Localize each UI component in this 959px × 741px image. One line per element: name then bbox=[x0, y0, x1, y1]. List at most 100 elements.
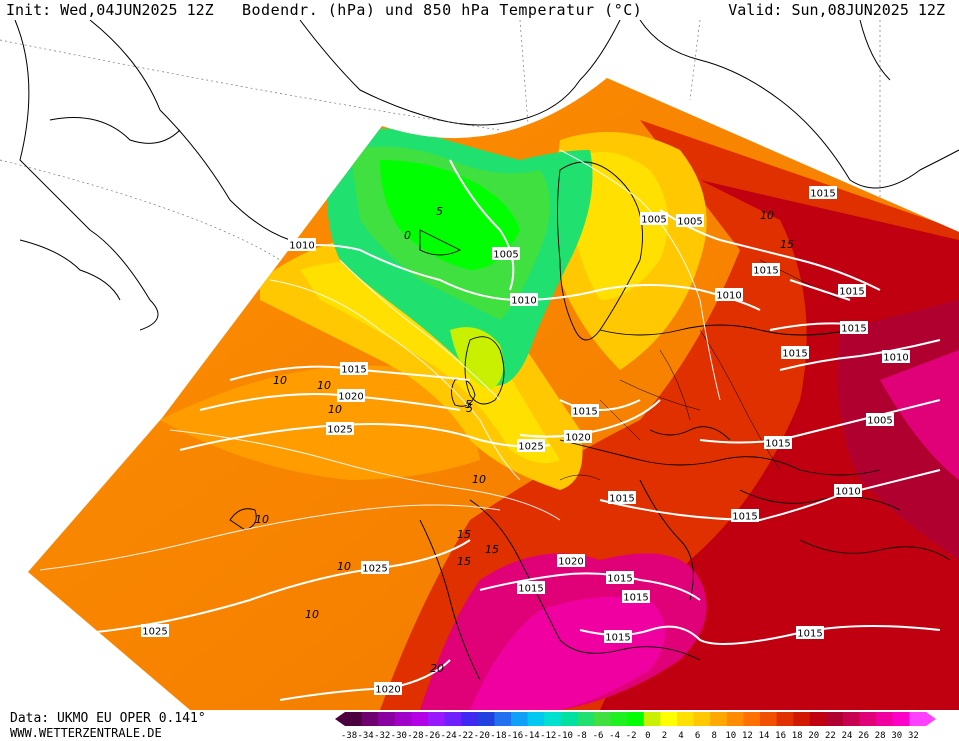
pressure-label: 1015 bbox=[340, 362, 368, 376]
temperature-label: 0 bbox=[404, 229, 411, 242]
scale-cell bbox=[577, 712, 595, 726]
pressure-label: 1015 bbox=[752, 263, 780, 277]
temperature-label: 10 bbox=[760, 209, 774, 222]
temperature-label: 10 bbox=[255, 513, 269, 526]
pressure-label: 1025 bbox=[517, 439, 545, 453]
svg-text:1010: 1010 bbox=[289, 241, 314, 252]
website: WWW.WETTERZENTRALE.DE bbox=[10, 726, 162, 740]
svg-text:1005: 1005 bbox=[641, 215, 666, 226]
scale-cell bbox=[511, 712, 529, 726]
scale-cell bbox=[610, 712, 628, 726]
pressure-label: 1010 bbox=[834, 484, 862, 498]
scale-cell bbox=[876, 712, 894, 726]
pressure-label: 1015 bbox=[604, 630, 632, 644]
pressure-label: 1015 bbox=[608, 491, 636, 505]
temperature-label: 5 bbox=[466, 402, 473, 415]
scale-label: -28 bbox=[407, 731, 423, 741]
scale-label: 26 bbox=[858, 731, 869, 741]
scale-cell bbox=[594, 712, 612, 726]
scale-cell bbox=[345, 712, 363, 726]
pressure-label: 1005 bbox=[640, 212, 668, 226]
init-time: Init: Wed,04JUN2025 12Z bbox=[6, 1, 214, 19]
scale-cell bbox=[378, 712, 396, 726]
svg-text:1010: 1010 bbox=[835, 487, 860, 498]
scale-label: -18 bbox=[490, 731, 506, 741]
svg-text:1025: 1025 bbox=[142, 627, 167, 638]
scale-cell bbox=[560, 712, 578, 726]
svg-text:1015: 1015 bbox=[841, 324, 866, 335]
svg-text:1015: 1015 bbox=[797, 629, 822, 640]
svg-text:1015: 1015 bbox=[782, 349, 807, 360]
temperature-label: 15 bbox=[485, 543, 499, 556]
svg-text:1015: 1015 bbox=[605, 633, 630, 644]
scale-cell bbox=[693, 712, 711, 726]
temperature-label: 5 bbox=[465, 398, 472, 411]
scale-label: -32 bbox=[374, 731, 390, 741]
scale-cell bbox=[743, 712, 761, 726]
scale-cell bbox=[494, 712, 512, 726]
svg-text:1020: 1020 bbox=[558, 557, 583, 568]
scale-label: -8 bbox=[576, 731, 587, 741]
data-source: Data: UKMO EU OPER 0.141° bbox=[10, 711, 206, 726]
svg-text:1005: 1005 bbox=[677, 217, 702, 228]
scale-label: 14 bbox=[759, 731, 770, 741]
scale-label: 32 bbox=[908, 731, 919, 741]
pressure-label: 1015 bbox=[622, 590, 650, 604]
svg-text:1015: 1015 bbox=[607, 574, 632, 585]
svg-text:1010: 1010 bbox=[716, 291, 741, 302]
scale-cell bbox=[776, 712, 794, 726]
scale-label: -2 bbox=[626, 731, 637, 741]
scale-label: -22 bbox=[457, 731, 473, 741]
scale-cell bbox=[627, 712, 645, 726]
pressure-label: 1010 bbox=[510, 293, 538, 307]
scale-label: -12 bbox=[540, 731, 556, 741]
svg-text:1015: 1015 bbox=[623, 593, 648, 604]
scale-cell bbox=[477, 712, 495, 726]
background-gridlines bbox=[0, 20, 881, 261]
valid-time: Valid: Sun,08JUN2025 12Z bbox=[728, 1, 945, 19]
pressure-label: 1025 bbox=[141, 624, 169, 638]
scale-cell bbox=[361, 712, 379, 726]
scale-cell bbox=[527, 712, 545, 726]
scale-label: 30 bbox=[891, 731, 902, 741]
svg-text:1020: 1020 bbox=[375, 685, 400, 696]
svg-text:1025: 1025 bbox=[518, 442, 543, 453]
scale-cell bbox=[677, 712, 695, 726]
pressure-label: 1005 bbox=[676, 214, 704, 228]
svg-text:1020: 1020 bbox=[565, 433, 590, 444]
chart-title: Bodendr. (hPa) und 850 hPa Temperatur (°… bbox=[242, 1, 643, 19]
scale-label: 10 bbox=[725, 731, 736, 741]
scale-label: -14 bbox=[523, 731, 539, 741]
pressure-label: 1015 bbox=[796, 626, 824, 640]
temperature-label: 10 bbox=[273, 374, 287, 387]
temperature-label: 10 bbox=[305, 608, 319, 621]
temperature-label: 10 bbox=[317, 379, 331, 392]
scale-cell bbox=[394, 712, 412, 726]
svg-text:1015: 1015 bbox=[810, 189, 835, 200]
scale-cell bbox=[726, 712, 744, 726]
scale-arrow-right bbox=[926, 712, 936, 726]
svg-text:1015: 1015 bbox=[753, 266, 778, 277]
temperature-label: 15 bbox=[457, 555, 471, 568]
pressure-label: 1025 bbox=[326, 422, 354, 436]
scale-label: -10 bbox=[557, 731, 573, 741]
svg-text:1015: 1015 bbox=[341, 365, 366, 376]
temperature-label: 10 bbox=[328, 403, 342, 416]
svg-text:1020: 1020 bbox=[338, 392, 363, 403]
temperature-label: 10 bbox=[337, 560, 351, 573]
svg-text:1015: 1015 bbox=[518, 584, 543, 595]
pressure-label: 1005 bbox=[492, 247, 520, 261]
scale-label: -4 bbox=[609, 731, 620, 741]
pressure-label: 1020 bbox=[564, 430, 592, 444]
scale-label: 0 bbox=[645, 731, 650, 741]
scale-label: 16 bbox=[775, 731, 786, 741]
svg-text:1010: 1010 bbox=[511, 296, 536, 307]
temperature-field bbox=[28, 78, 959, 710]
scale-cell bbox=[859, 712, 877, 726]
pressure-label: 1010 bbox=[288, 238, 316, 252]
pressure-label: 1015 bbox=[517, 581, 545, 595]
scale-cell bbox=[909, 712, 927, 726]
